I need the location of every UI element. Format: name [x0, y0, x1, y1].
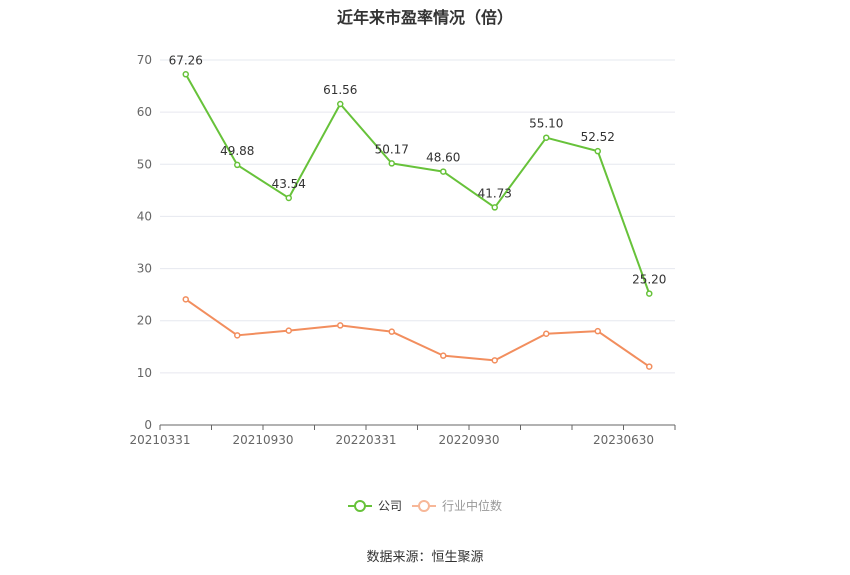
y-tick-label: 10 [137, 366, 152, 380]
y-tick-label: 50 [137, 157, 152, 171]
data-source: 数据来源：恒生聚源 [366, 550, 484, 565]
data-point [388, 160, 395, 167]
data-point [491, 204, 498, 211]
data-point [234, 332, 241, 339]
data-point [182, 296, 189, 303]
data-label: 50.17 [375, 142, 409, 156]
data-point [646, 290, 653, 297]
legend-marker-industry [418, 500, 430, 512]
y-tick-label: 30 [137, 262, 152, 276]
data-point [337, 322, 344, 329]
data-label: 41.73 [478, 186, 512, 200]
data-label: 61.56 [323, 83, 357, 97]
legend-label-company: 公司 [378, 499, 402, 513]
x-tick-label: 20220930 [438, 433, 499, 447]
data-point [491, 357, 498, 364]
data-point [182, 71, 189, 78]
data-point [285, 194, 292, 202]
data-point [543, 330, 550, 337]
data-label: 48.60 [426, 151, 460, 165]
x-tick-label: 20210331 [129, 433, 190, 447]
data-label: 43.54 [272, 177, 306, 191]
data-point [388, 328, 395, 335]
data-label: 52.52 [581, 130, 615, 144]
data-point [234, 161, 241, 169]
data-label: 25.20 [632, 273, 666, 287]
x-tick-label: 20210930 [232, 433, 293, 447]
y-tick-label: 70 [137, 53, 152, 67]
data-point [285, 327, 292, 334]
x-tick-label: 20220331 [335, 433, 396, 447]
data-point [594, 147, 601, 155]
chart-title: 近年来市盈率情况（倍） [336, 8, 513, 27]
data-point [594, 327, 601, 335]
y-tick-label: 20 [137, 314, 152, 328]
data-point [543, 134, 550, 141]
x-tick-label: 20230630 [593, 433, 654, 447]
data-label: 55.10 [529, 117, 563, 131]
series-line-company [184, 73, 651, 294]
data-point [440, 352, 447, 359]
data-label: 49.88 [220, 144, 254, 158]
series-line-industry [185, 298, 650, 368]
data-label: 67.26 [169, 53, 203, 67]
y-tick-label: 60 [137, 105, 152, 119]
data-point [337, 100, 344, 108]
y-tick-label: 40 [137, 209, 152, 223]
data-point [440, 168, 447, 175]
legend-label-industry: 行业中位数 [442, 498, 502, 513]
legend-marker-company [354, 500, 366, 512]
y-tick-label: 0 [144, 418, 152, 432]
data-point [646, 363, 653, 370]
